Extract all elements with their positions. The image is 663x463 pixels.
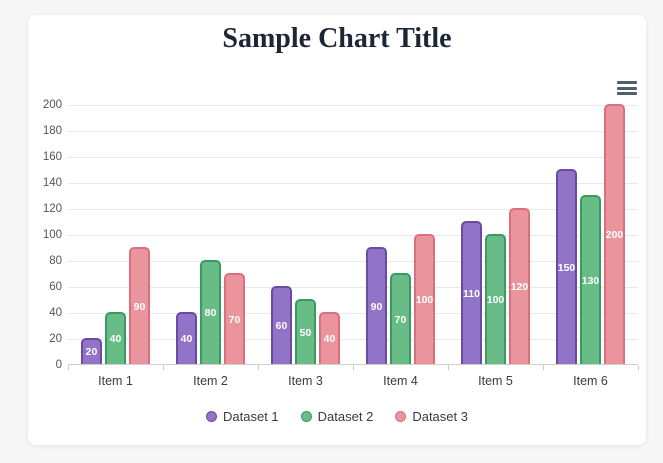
bar: 60 <box>271 286 292 364</box>
bar: 70 <box>224 273 245 364</box>
y-axis-tick-label: 200 <box>42 99 62 111</box>
x-axis-category-label: Item 6 <box>573 374 608 388</box>
x-axis-tick-mark <box>163 365 164 370</box>
bar-value-label: 90 <box>370 300 383 313</box>
gridline <box>68 183 638 184</box>
bar-group: 60 50 40 <box>271 286 340 364</box>
y-axis-tick-label: 160 <box>42 151 62 163</box>
bar-value-label: 100 <box>415 294 434 306</box>
hamburger-menu-icon[interactable] <box>617 81 637 95</box>
hamburger-bar <box>617 81 637 84</box>
y-axis-tick-label: 120 <box>42 203 62 215</box>
bar-group: 40 80 70 <box>176 260 245 364</box>
y-axis-tick-label: 0 <box>55 359 62 371</box>
bar: 40 <box>319 312 340 364</box>
bar-value-label: 40 <box>180 333 193 345</box>
hamburger-bar <box>617 92 637 95</box>
legend-label: Dataset 1 <box>223 409 279 424</box>
x-axis-tick-mark <box>638 365 639 370</box>
x-axis-category-label: Item 5 <box>478 374 513 388</box>
x-axis: Item 1 Item 2 Item 3 Item 4 Item 5 Item 6 <box>68 374 638 390</box>
bar-value-label: 70 <box>228 313 241 326</box>
bar-value-label: 150 <box>557 261 576 274</box>
bar-value-label: 40 <box>109 333 122 345</box>
x-axis-tick-mark <box>68 365 69 370</box>
x-axis-category-label: Item 3 <box>288 374 323 388</box>
x-axis-tick-mark <box>258 365 259 370</box>
bar: 40 <box>105 312 126 364</box>
gridline <box>68 157 638 158</box>
bar-value-label: 60 <box>275 320 288 332</box>
bar-value-label: 20 <box>85 346 98 358</box>
legend: Dataset 1 Dataset 2 Dataset 3 <box>28 409 646 424</box>
legend-label: Dataset 3 <box>412 409 468 424</box>
bar: 100 <box>414 234 435 364</box>
gridline <box>68 209 638 210</box>
legend-label: Dataset 2 <box>317 409 374 424</box>
bar-group: 150 130 200 <box>556 104 625 364</box>
bar-value-label: 100 <box>486 294 505 306</box>
bar: 40 <box>176 312 197 364</box>
bar: 90 <box>366 247 387 364</box>
bar: 150 <box>556 169 577 364</box>
bar: 20 <box>81 338 102 364</box>
bar: 120 <box>509 208 530 364</box>
gridline <box>68 131 638 132</box>
bar: 110 <box>461 221 482 364</box>
y-axis-tick-label: 40 <box>49 307 62 319</box>
legend-item[interactable]: Dataset 1 <box>206 409 279 424</box>
y-axis-tick-label: 140 <box>42 177 62 189</box>
bar-value-label: 120 <box>510 281 529 293</box>
bar-value-label: 200 <box>605 229 624 241</box>
bar-group: 110 100 120 <box>461 208 530 364</box>
bar-value-label: 130 <box>581 274 600 287</box>
bar: 130 <box>580 195 601 364</box>
bar-value-label: 110 <box>463 287 480 300</box>
gridline <box>68 105 638 106</box>
y-axis-tick-label: 100 <box>42 229 62 241</box>
y-axis-tick-label: 180 <box>42 125 62 137</box>
y-axis: 0 20 40 60 80 100 120 140 160 180 200 <box>28 99 62 371</box>
legend-swatch <box>206 411 218 422</box>
x-axis-category-label: Item 1 <box>98 374 133 388</box>
legend-item[interactable]: Dataset 3 <box>395 409 468 424</box>
x-axis-category-label: Item 2 <box>193 374 228 388</box>
y-axis-tick-label: 60 <box>49 281 62 293</box>
bar-group: 90 70 100 <box>366 234 435 364</box>
gridline <box>68 287 638 288</box>
x-axis-tick-mark <box>448 365 449 370</box>
x-axis-tick-mark <box>353 365 354 370</box>
y-axis-tick-label: 80 <box>49 255 62 267</box>
bar: 90 <box>129 247 150 364</box>
gridline <box>68 313 638 314</box>
bar: 80 <box>200 260 221 364</box>
bar-group: 20 40 90 <box>81 247 150 364</box>
bar: 200 <box>604 104 625 364</box>
gridline <box>68 261 638 262</box>
chart-title: Sample Chart Title <box>222 23 452 54</box>
x-axis-tick-mark <box>543 365 544 370</box>
x-axis-category-label: Item 4 <box>383 374 418 388</box>
y-axis-tick-label: 20 <box>49 333 62 345</box>
bar-value-label: 90 <box>133 300 146 313</box>
legend-swatch <box>300 411 312 422</box>
bar: 50 <box>295 299 316 364</box>
bar-value-label: 70 <box>394 313 407 326</box>
legend-swatch <box>395 411 407 422</box>
bar-value-label: 50 <box>299 326 312 339</box>
bar: 70 <box>390 273 411 364</box>
bar-value-label: 80 <box>204 307 217 319</box>
bar: 100 <box>485 234 506 364</box>
chart-card: Sample Chart Title 0 20 40 60 80 100 120 140 160… <box>28 15 646 445</box>
hamburger-bar <box>617 86 637 90</box>
gridline <box>68 235 638 236</box>
plot-area: 20 40 90 40 80 70 60 50 40 90 70 100 110 100 120 150 130… <box>68 104 639 370</box>
bar-value-label: 40 <box>323 333 336 345</box>
legend-item[interactable]: Dataset 2 <box>300 409 374 424</box>
gridline <box>68 339 638 340</box>
